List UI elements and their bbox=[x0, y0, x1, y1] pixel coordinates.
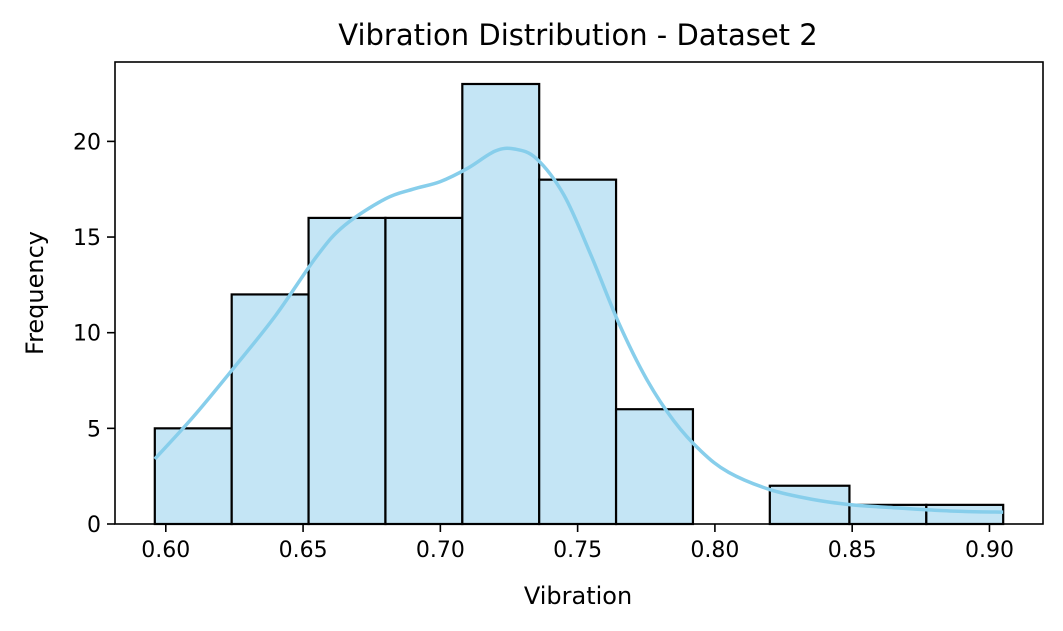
histogram-bar-3 bbox=[384, 216, 464, 526]
y-axis-ticks: 0 5 10 15 20 bbox=[73, 130, 115, 538]
x-tick-label-5: 0.85 bbox=[828, 538, 877, 563]
x-axis-label: Vibration bbox=[524, 582, 632, 610]
kde-curve bbox=[153, 146, 1004, 514]
y-tick-label-0: 0 bbox=[87, 513, 101, 538]
histogram-bar-5 bbox=[538, 178, 618, 526]
x-tick-label-4: 0.80 bbox=[690, 538, 739, 563]
chart-title: Vibration Distribution - Dataset 2 bbox=[338, 18, 817, 52]
x-tick-label-0: 0.60 bbox=[141, 538, 190, 563]
histogram-bar-6 bbox=[614, 408, 695, 526]
x-tick-label-1: 0.65 bbox=[279, 538, 328, 563]
histogram-bar-0 bbox=[153, 427, 233, 526]
x-tick-label-3: 0.75 bbox=[553, 538, 602, 563]
x-tick-label-6: 0.90 bbox=[965, 538, 1014, 563]
y-tick-label-4: 20 bbox=[73, 130, 101, 155]
y-tick-label-3: 15 bbox=[73, 226, 101, 251]
histogram-bar-2 bbox=[307, 216, 387, 526]
histogram-bar-10 bbox=[925, 503, 1005, 526]
y-tick-label-2: 10 bbox=[73, 322, 101, 347]
histogram-bars bbox=[153, 82, 1005, 526]
plot-frame bbox=[114, 61, 1044, 525]
y-tick-label-1: 5 bbox=[87, 417, 101, 442]
x-tick-label-2: 0.70 bbox=[416, 538, 465, 563]
x-axis-ticks: 0.60 0.65 0.70 0.75 0.80 0.85 0.90 bbox=[141, 524, 1014, 563]
histogram-bar-1 bbox=[230, 293, 310, 526]
y-axis-label: Frequency bbox=[21, 231, 49, 355]
